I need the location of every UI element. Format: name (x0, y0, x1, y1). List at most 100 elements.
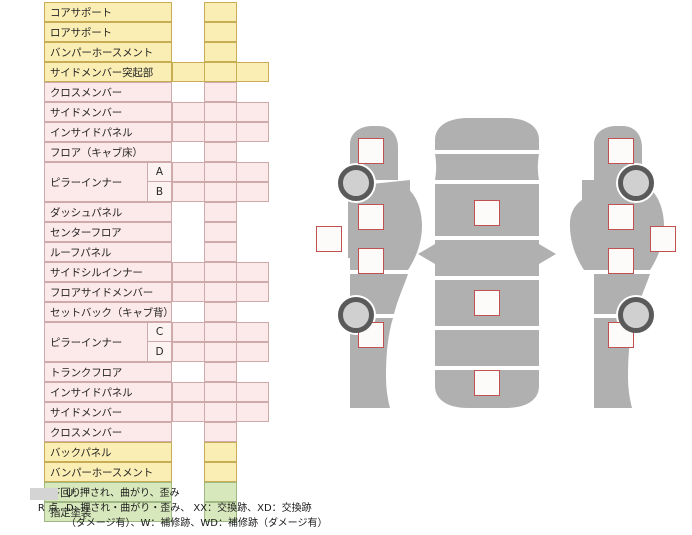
table-row: バンパーホースメント (44, 42, 269, 62)
marker-center-1[interactable] (474, 200, 500, 226)
pillar-group-label: ピラーインナー (44, 322, 148, 362)
grid-cell-mid[interactable] (204, 22, 237, 42)
table-row: コアサポート (44, 2, 269, 22)
table-row: ルーフパネル (44, 242, 269, 262)
part-label: センターフロア (44, 222, 172, 242)
pillar-sub-cell-B[interactable]: B (148, 182, 172, 202)
grid-cell-right[interactable] (236, 102, 269, 122)
grid-cell-right[interactable] (236, 382, 269, 402)
grid-cell-left[interactable] (172, 322, 205, 342)
grid-cell-mid[interactable] (204, 342, 237, 362)
grid-cell-mid[interactable] (204, 222, 237, 242)
grid-cell-right[interactable] (236, 62, 269, 82)
grid-cell-right[interactable] (236, 402, 269, 422)
legend-text-1: U: 押され、曲がり、歪み (66, 488, 180, 499)
grid-area (172, 222, 269, 242)
pillar-sub-cell-D[interactable]: D (148, 342, 172, 362)
grid-area (172, 22, 269, 42)
part-label: フロアサイドメンバー (44, 282, 172, 302)
legend-line-2: R 点 D: 押され・曲がり・歪み、 XX：交換跡、XD：交換跡 (16, 502, 416, 516)
grid-cell-mid[interactable] (204, 242, 237, 262)
marker-right-1[interactable] (608, 138, 634, 164)
table-row: 指定塗装 (44, 502, 269, 522)
grid-cell-mid[interactable] (204, 262, 237, 282)
table-row: インサイドパネル (44, 382, 269, 402)
grid-cell-mid[interactable] (204, 482, 237, 502)
table-row: フロア（キャブ床） (44, 142, 269, 162)
grid-cell-left[interactable] (172, 262, 205, 282)
legend-swatch-icon (30, 487, 58, 500)
part-label: コアサポート (44, 2, 172, 22)
table-row: サイドメンバー突起部 (44, 62, 269, 82)
wheel-left-front (338, 165, 374, 201)
grid-area (172, 442, 269, 462)
grid-cell-mid[interactable] (204, 182, 237, 202)
wheel-left-rear (338, 297, 374, 333)
grid-cell-mid[interactable] (204, 202, 237, 222)
pillar-sub-cell-C[interactable]: C (148, 322, 172, 342)
marker-right-2[interactable] (608, 204, 634, 230)
grid-cell-mid[interactable] (204, 322, 237, 342)
marker-center-3[interactable] (474, 370, 500, 396)
grid-cell-right[interactable] (236, 162, 269, 182)
marker-left-door[interactable] (316, 226, 342, 252)
grid-cell-right[interactable] (236, 262, 269, 282)
grid-cell-left[interactable] (172, 382, 205, 402)
grid-cell-mid[interactable] (204, 282, 237, 302)
pillar-sub-cell-A[interactable]: A (148, 162, 172, 182)
grid-cell-left[interactable] (172, 282, 205, 302)
grid-area (172, 2, 269, 22)
vehicle-diagram (300, 118, 692, 408)
grid-cell-mid[interactable] (204, 422, 237, 442)
grid-cell-mid[interactable] (204, 122, 237, 142)
grid-area (172, 242, 269, 262)
grid-cell-right[interactable] (236, 122, 269, 142)
grid-cell-mid[interactable] (204, 362, 237, 382)
grid-cell-left[interactable] (172, 122, 205, 142)
grid-cell-mid[interactable] (204, 442, 237, 462)
grid-cell-left[interactable] (172, 102, 205, 122)
grid-cell-mid[interactable] (204, 402, 237, 422)
grid-cell-right[interactable] (236, 322, 269, 342)
marker-right-3[interactable] (608, 248, 634, 274)
grid-cell-mid[interactable] (204, 302, 237, 322)
table-row: サイドメンバー (44, 102, 269, 122)
legend-line-1: U: 押され、曲がり、歪み (16, 487, 416, 501)
grid-cell-right[interactable] (236, 282, 269, 302)
grid-cell-left[interactable] (172, 342, 205, 362)
marker-left-1[interactable] (358, 138, 384, 164)
grid-cell-mid[interactable] (204, 162, 237, 182)
grid-cell-right[interactable] (236, 342, 269, 362)
grid-cell-mid[interactable] (204, 2, 237, 22)
grid-area (172, 502, 269, 522)
part-label: サイドメンバー (44, 402, 172, 422)
grid-cell-mid[interactable] (204, 62, 237, 82)
part-label: ルーフパネル (44, 242, 172, 262)
grid-area (172, 202, 269, 222)
grid-cell-mid[interactable] (204, 102, 237, 122)
grid-cell-mid[interactable] (204, 382, 237, 402)
marker-left-2[interactable] (358, 204, 384, 230)
grid-area (172, 102, 269, 122)
table-row: フロアサイドメンバー (44, 282, 269, 302)
grid-cell-mid[interactable] (204, 502, 237, 522)
part-label: クロスメンバー (44, 82, 172, 102)
grid-cell-mid[interactable] (204, 142, 237, 162)
grid-cell-mid[interactable] (204, 462, 237, 482)
grid-cell-mid[interactable] (204, 42, 237, 62)
grid-cell-mid[interactable] (204, 82, 237, 102)
marker-left-3[interactable] (358, 248, 384, 274)
grid-cell-right[interactable] (236, 182, 269, 202)
grid-cell-left[interactable] (172, 402, 205, 422)
table-row: 下回り (44, 482, 269, 502)
marker-right-door[interactable] (650, 226, 676, 252)
part-label: サイドシルインナー (44, 262, 172, 282)
marker-center-2[interactable] (474, 290, 500, 316)
part-label: フロア（キャブ床） (44, 142, 172, 162)
grid-cell-left[interactable] (172, 162, 205, 182)
grid-cell-left[interactable] (172, 182, 205, 202)
grid-cell-left[interactable] (172, 62, 205, 82)
table-row: センターフロア (44, 222, 269, 242)
